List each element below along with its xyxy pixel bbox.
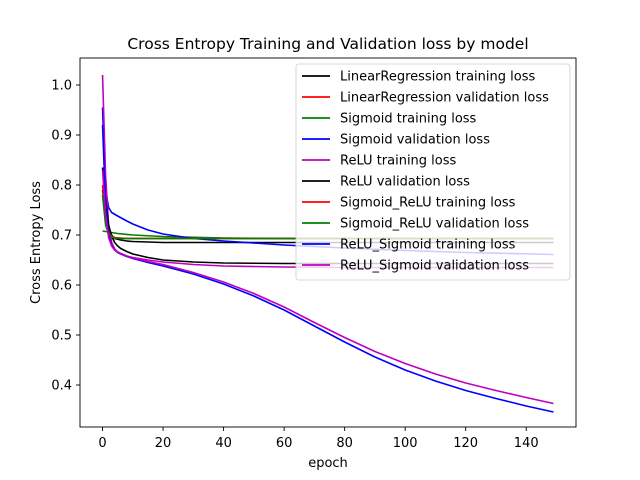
x-tick-label: 0 xyxy=(98,436,106,451)
legend: LinearRegression training loss LinearRegr… xyxy=(295,63,571,281)
plot-area xyxy=(79,57,577,428)
axes-frame xyxy=(79,57,577,428)
x-tick-label: 100 xyxy=(393,436,418,451)
y-tick-label: 0.9 xyxy=(51,129,72,144)
y-tick-label: 0.6 xyxy=(51,279,72,294)
x-axis-label: epoch xyxy=(308,456,348,471)
y-tick-label: 0.7 xyxy=(51,229,72,244)
legend-label-9: ReLU_Sigmoid training loss xyxy=(340,238,516,253)
legend-label-7: Sigmoid_ReLU training loss xyxy=(340,196,516,211)
y-tick-label: 0.8 xyxy=(51,179,72,194)
x-tick-label: 80 xyxy=(336,436,353,451)
y-axis: 0.4 0.5 0.6 0.7 0.8 0.9 1.0 xyxy=(51,79,80,394)
y-tick-label: 0.5 xyxy=(51,329,72,344)
legend-label-2: LinearRegression validation loss xyxy=(340,91,549,106)
legend-label-10: ReLU_Sigmoid validation loss xyxy=(340,259,529,274)
legend-label-1: LinearRegression training loss xyxy=(340,70,535,85)
x-tick-label: 60 xyxy=(276,436,293,451)
legend-label-6: ReLU validation loss xyxy=(340,175,470,190)
x-tick-label: 140 xyxy=(514,436,539,451)
series-line-10 xyxy=(101,169,554,405)
legend-box xyxy=(295,63,571,281)
legend-label-3: Sigmoid training loss xyxy=(340,112,477,127)
x-tick-label: 40 xyxy=(215,436,232,451)
chart-title: Cross Entropy Training and Validation lo… xyxy=(127,35,528,53)
x-axis: 0 20 40 60 80 100 120 140 xyxy=(98,427,539,451)
y-tick-label: 1.0 xyxy=(51,79,72,94)
legend-label-8: Sigmoid_ReLU validation loss xyxy=(340,217,529,232)
legend-label-5: ReLU training loss xyxy=(340,154,457,169)
legend-label-4: Sigmoid validation loss xyxy=(340,133,490,148)
x-tick-label: 20 xyxy=(155,436,172,451)
y-tick-label: 0.4 xyxy=(51,379,72,394)
x-tick-label: 120 xyxy=(453,436,478,451)
y-axis-label: Cross Entropy Loss xyxy=(29,181,44,304)
